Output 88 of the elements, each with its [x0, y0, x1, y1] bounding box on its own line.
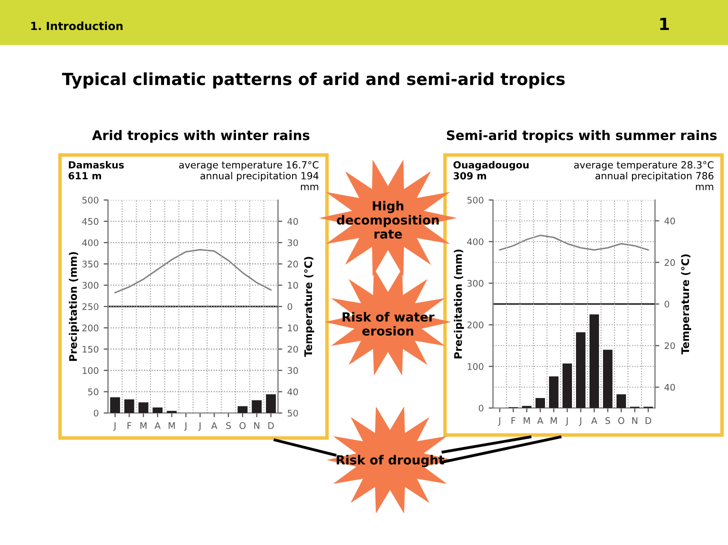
- x-tick-label: M: [524, 417, 530, 424]
- line-series: [499, 234, 649, 251]
- text: Risk of drought: [336, 454, 444, 468]
- text: Damaskus 611 m: [68, 161, 124, 180]
- y-tick-label: 500: [82, 196, 98, 204]
- text: Ouagadougou 309 m: [453, 161, 529, 180]
- bar: [252, 400, 262, 413]
- x-tick-label: J: [578, 417, 582, 426]
- y-axis-title: Precipitation (mm): [68, 252, 79, 361]
- chart-title: Arid tropics with winter rains: [92, 130, 310, 143]
- y-tick-label: 0: [478, 404, 484, 412]
- bar: [110, 397, 120, 413]
- bar: [590, 314, 599, 408]
- y-tick-label: 150: [82, 346, 98, 353]
- bar: [152, 407, 163, 413]
- y2-tick-label: 50: [288, 410, 298, 417]
- bar: [124, 399, 134, 413]
- y2-tick-label: 20: [288, 346, 298, 353]
- text: Typical climatic patterns of arid and semi-arid tropics: [62, 72, 565, 89]
- x-tick-label: O: [618, 417, 624, 424]
- y2-tick-label: 20: [664, 259, 675, 266]
- y-tick-label: 200: [82, 324, 98, 332]
- chart-title: Semi-arid tropics with summer rains: [446, 130, 717, 143]
- y2-tick-label: 40: [664, 218, 675, 224]
- x-tick-label: N: [254, 422, 260, 429]
- text: 1. Introduction: [31, 22, 123, 30]
- x-tick-label: J: [498, 417, 500, 426]
- x-tick-label: A: [211, 422, 218, 429]
- line-series: [114, 248, 272, 294]
- bar: [549, 376, 558, 408]
- bar: [616, 394, 626, 408]
- x-tick-label: O: [240, 422, 246, 430]
- y-tick-label: 400: [82, 239, 98, 246]
- x-tick-label: F: [128, 422, 132, 429]
- y-tick-label: 200: [467, 322, 484, 328]
- text: average temperature 16.7°C annual precipitation 194 mm: [179, 161, 318, 190]
- x-tick-label: A: [154, 422, 161, 429]
- y-tick-label: 100: [468, 363, 484, 370]
- y-tick-label: 300: [467, 280, 484, 287]
- y2-axis-title: Temperature (°C): [304, 256, 314, 357]
- bar: [138, 402, 148, 413]
- x-tick-label: D: [646, 417, 652, 424]
- y2-tick-label: 40: [664, 384, 675, 391]
- text: Risk of water erosion: [342, 312, 434, 336]
- text: average temperature 28.3°C annual precipitation 786 mm: [574, 161, 714, 190]
- y-tick-label: 250: [82, 303, 98, 310]
- bar: [536, 398, 545, 408]
- y2-tick-label: 20: [664, 342, 675, 350]
- y-tick-label: 50: [88, 388, 98, 396]
- x-tick-label: A: [591, 417, 598, 424]
- x-tick-label: S: [226, 422, 231, 430]
- y2-tick-label: 20: [288, 260, 298, 268]
- y-tick-label: 0: [94, 410, 98, 417]
- y2-tick-label: 10: [288, 324, 298, 332]
- x-tick-label: J: [565, 417, 568, 426]
- y2-tick-label: 40: [287, 388, 298, 396]
- x-tick-label: N: [632, 417, 638, 424]
- y2-axis-title: Temperature (°C): [681, 254, 692, 354]
- y2-tick-label: 40: [287, 218, 298, 225]
- y-tick-label: 350: [82, 260, 98, 268]
- x-tick-label: J: [198, 422, 201, 431]
- y-tick-label: 450: [82, 218, 98, 225]
- y2-tick-label: 30: [288, 367, 298, 374]
- x-tick-label: J: [113, 422, 116, 431]
- x-tick-label: D: [268, 422, 274, 429]
- bar: [238, 406, 248, 413]
- x-tick-label: M: [550, 417, 557, 424]
- bar: [576, 332, 586, 408]
- x-tick-label: M: [140, 422, 146, 429]
- y-tick-label: 500: [467, 196, 484, 204]
- text: 1: [660, 18, 669, 30]
- y-axis-title: Precipitation (mm): [454, 250, 464, 358]
- x-tick-label: J: [184, 422, 186, 431]
- x-tick-label: S: [605, 417, 610, 424]
- y2-tick-label: 0: [288, 303, 292, 310]
- x-tick-label: M: [168, 422, 175, 429]
- y2-tick-label: 0: [664, 300, 670, 308]
- y2-tick-label: 10: [288, 282, 298, 289]
- x-tick-label: A: [537, 417, 544, 424]
- y-tick-label: 300: [82, 282, 98, 289]
- bar: [562, 363, 572, 408]
- x-tick-label: F: [512, 417, 516, 424]
- y2-tick-label: 30: [288, 239, 298, 246]
- bar: [266, 394, 276, 413]
- text: High decomposition rate: [336, 200, 439, 239]
- y-tick-label: 100: [82, 367, 98, 374]
- y-tick-label: 400: [467, 238, 484, 246]
- bar: [603, 350, 612, 408]
